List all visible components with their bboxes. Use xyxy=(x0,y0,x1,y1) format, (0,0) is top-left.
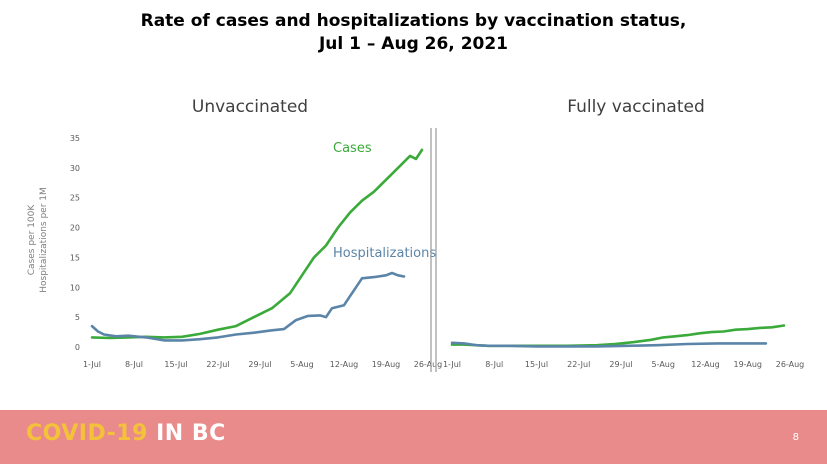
series-label-hospitalizations: Hospitalizations xyxy=(333,246,436,261)
series-line-cases xyxy=(90,148,424,340)
x-tick-label: 26-Aug xyxy=(776,360,805,369)
slide-title-line-2: Jul 1 – Aug 26, 2021 xyxy=(318,34,509,54)
chart-title: Fully vaccinated xyxy=(567,97,705,117)
chart-panel-1: Unvaccinated 0 5 10 15 20 25 30 35 Cases per 100K… xyxy=(27,97,442,369)
x-tick-label: 1-Jul xyxy=(83,360,101,369)
footer-banner: COVID-19 IN BC 8 xyxy=(0,410,827,464)
x-tick-label: 8-Jul xyxy=(125,360,143,369)
x-tick-label: 12-Aug xyxy=(691,360,720,369)
x-tick-label: 26-Aug xyxy=(414,360,443,369)
x-tick-label: 5-Aug xyxy=(290,360,313,369)
x-tick-label: 5-Aug xyxy=(652,360,675,369)
slide-title-line-1: Rate of cases and hospitalizations by va… xyxy=(140,11,687,31)
x-tick-label: 1-Jul xyxy=(443,360,461,369)
series-line-hospitalizations xyxy=(450,341,768,348)
logo-text-in-bc: IN BC xyxy=(156,421,226,446)
page-number: 8 xyxy=(792,432,799,443)
y-tick-label: 10 xyxy=(70,283,80,292)
series-line-hospitalizations xyxy=(90,271,406,342)
y-tick-label: 30 xyxy=(70,164,80,173)
y-tick-label: 0 xyxy=(75,343,80,352)
x-tick-label: 8-Jul xyxy=(485,360,503,369)
y-axis-label: Cases per 100K xyxy=(27,204,37,276)
x-tick-label: 12-Aug xyxy=(330,360,359,369)
chart-title: Unvaccinated xyxy=(192,97,308,117)
slide-title: Rate of cases and hospitalizations by va… xyxy=(0,10,827,56)
chart-panel-2: Fully vaccinated 1-Jul 8-Jul 15-Jul 22-Jul 29… xyxy=(443,97,804,369)
x-tick-label: 29-Jul xyxy=(609,360,632,369)
covid19-in-bc-logo: COVID-19 IN BC xyxy=(26,421,226,446)
x-tick-label: 29-Jul xyxy=(248,360,271,369)
y-tick-label: 35 xyxy=(70,134,80,143)
y-tick-label: 25 xyxy=(70,194,80,203)
y-axis-label: Hospitalizations per 1M xyxy=(39,187,49,293)
x-tick-label: 22-Jul xyxy=(206,360,229,369)
x-tick-label: 19-Aug xyxy=(372,360,401,369)
y-tick-label: 5 xyxy=(75,313,80,322)
x-tick-label: 15-Jul xyxy=(164,360,187,369)
charts-area: Unvaccinated 0 5 10 15 20 25 30 35 Cases per 100K… xyxy=(27,97,804,372)
logo-text-covid: COVID-19 xyxy=(26,421,148,446)
x-tick-label: 22-Jul xyxy=(567,360,590,369)
x-tick-label: 19-Aug xyxy=(733,360,762,369)
y-tick-label: 20 xyxy=(70,224,80,233)
y-tick-label: 15 xyxy=(70,253,80,262)
series-label-cases: Cases xyxy=(333,141,372,156)
x-tick-label: 15-Jul xyxy=(525,360,548,369)
